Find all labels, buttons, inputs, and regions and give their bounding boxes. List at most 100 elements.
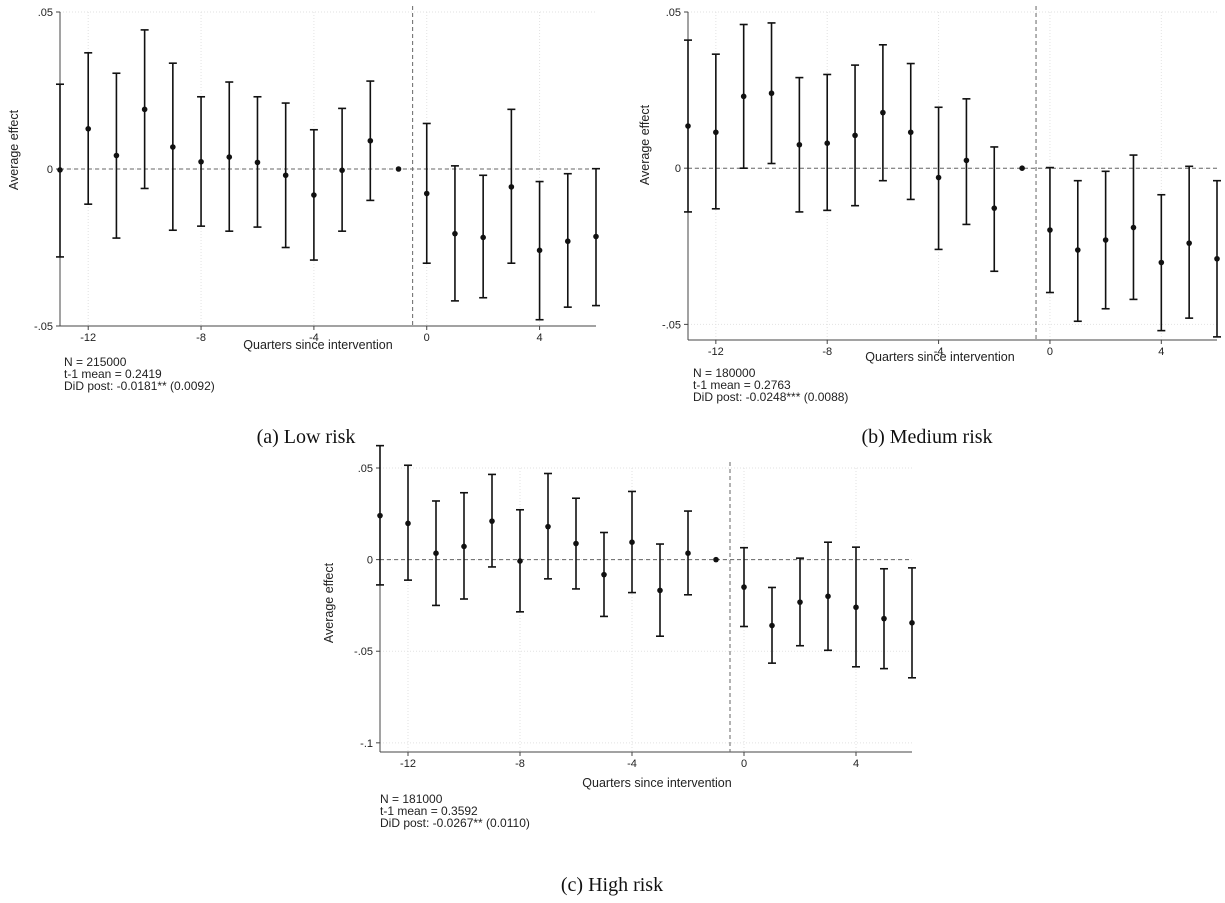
caption-medium-risk: (b) Medium risk — [861, 426, 992, 448]
x-tick-label: -8 — [196, 332, 206, 344]
estimate-point — [769, 622, 775, 629]
estimate-point — [907, 129, 914, 136]
y-tick-label: .05 — [358, 463, 373, 475]
estimate-point — [963, 157, 970, 164]
estimate-point — [601, 571, 607, 578]
x-tick-label: 0 — [424, 332, 430, 344]
estimate-point — [1158, 259, 1165, 266]
y-tick-label: .05 — [666, 7, 681, 19]
y-tick-label: .05 — [38, 7, 53, 19]
y-axis-label: Average effect — [638, 104, 652, 185]
estimate-point — [395, 166, 402, 172]
estimate-point — [170, 144, 176, 150]
estimate-point — [685, 550, 691, 556]
note-t1-mean: t-1 mean = 0.3592 — [380, 804, 478, 818]
estimate-point — [113, 152, 120, 159]
estimate-point — [797, 599, 803, 605]
x-tick-label: -8 — [822, 346, 832, 358]
x-tick-label: 4 — [853, 758, 859, 770]
estimate-point — [740, 93, 747, 100]
estimate-point — [405, 520, 411, 527]
estimate-point — [796, 141, 803, 148]
estimate-point — [339, 167, 345, 174]
estimate-point — [367, 137, 374, 144]
estimate-point — [423, 190, 430, 197]
estimate-point — [1047, 227, 1053, 233]
note-n: N = 181000 — [380, 792, 443, 806]
note-n: N = 180000 — [693, 366, 756, 380]
panel-high-risk: (c) High risk Quarters since interventio… — [322, 444, 916, 896]
estimate-point — [57, 167, 63, 173]
estimate-point — [880, 109, 886, 116]
panel-medium-risk: (b) Medium risk Quarters since intervent… — [638, 6, 1221, 448]
estimate-point — [254, 159, 261, 166]
estimate-point — [545, 523, 551, 530]
estimate-point — [657, 587, 663, 594]
x-tick-label: 0 — [1047, 346, 1053, 358]
estimate-point — [377, 512, 383, 519]
x-tick-label: -8 — [515, 758, 525, 770]
estimate-point — [573, 540, 579, 547]
y-tick-label: -.05 — [354, 646, 373, 658]
x-axis-label: Quarters since intervention — [582, 776, 731, 790]
estimate-point — [452, 230, 458, 237]
caption-low-risk: (a) Low risk — [257, 426, 356, 448]
x-tick-label: -4 — [309, 332, 319, 344]
estimate-point — [489, 518, 495, 524]
y-tick-label: 0 — [675, 163, 681, 175]
estimate-point — [909, 620, 915, 626]
estimate-point — [536, 247, 543, 254]
estimate-point — [852, 132, 858, 139]
x-axis-label: Quarters since intervention — [865, 350, 1014, 364]
note-did-post: DiD post: -0.0181** (0.0092) — [64, 379, 215, 393]
estimate-point — [1130, 224, 1137, 231]
y-axis-label: Average effect — [7, 109, 21, 190]
y-tick-label: -.1 — [360, 738, 373, 750]
estimate-point — [1019, 165, 1025, 171]
y-axis-label: Average effect — [322, 562, 336, 643]
estimate-point — [853, 604, 859, 611]
estimate-point — [825, 593, 831, 600]
estimate-point — [480, 234, 486, 241]
estimate-point — [1186, 240, 1192, 246]
x-axis-label: Quarters since intervention — [243, 338, 392, 352]
estimate-point — [85, 126, 92, 132]
x-tick-label: 4 — [537, 332, 543, 344]
estimate-point — [741, 584, 747, 590]
estimate-point — [991, 205, 998, 211]
estimate-point — [508, 184, 515, 190]
estimate-point — [881, 615, 887, 622]
estimate-point — [935, 174, 942, 181]
estimate-point — [824, 140, 831, 146]
note-t1-mean: t-1 mean = 0.2419 — [64, 367, 162, 381]
note-did-post: DiD post: -0.0248*** (0.0088) — [693, 390, 848, 404]
note-n: N = 215000 — [64, 355, 127, 369]
y-tick-label: 0 — [47, 164, 53, 176]
x-tick-label: -12 — [80, 332, 96, 344]
estimate-point — [564, 238, 571, 245]
y-tick-label: -.05 — [34, 321, 53, 333]
estimate-point — [282, 172, 289, 179]
x-tick-label: 4 — [1158, 346, 1164, 358]
estimate-point — [461, 543, 467, 550]
estimate-point — [198, 158, 204, 165]
y-tick-label: 0 — [367, 555, 373, 567]
panel-low-risk: (a) Low risk Quarters since intervention… — [7, 6, 600, 448]
estimate-point — [311, 192, 317, 198]
estimate-point — [1102, 237, 1109, 243]
estimate-point — [433, 550, 439, 556]
estimate-point — [226, 154, 233, 160]
estimate-point — [1214, 255, 1220, 262]
x-tick-label: -12 — [400, 758, 416, 770]
estimate-point — [1074, 247, 1081, 253]
note-did-post: DiD post: -0.0267** (0.0110) — [380, 816, 530, 830]
estimate-point — [713, 556, 719, 563]
note-t1-mean: t-1 mean = 0.2763 — [693, 378, 791, 392]
estimate-point — [141, 106, 148, 113]
estimate-point — [768, 90, 775, 97]
estimate-point — [517, 558, 523, 564]
estimate-point — [629, 539, 635, 546]
y-tick-label: -.05 — [662, 319, 681, 331]
estimate-point — [713, 129, 719, 136]
